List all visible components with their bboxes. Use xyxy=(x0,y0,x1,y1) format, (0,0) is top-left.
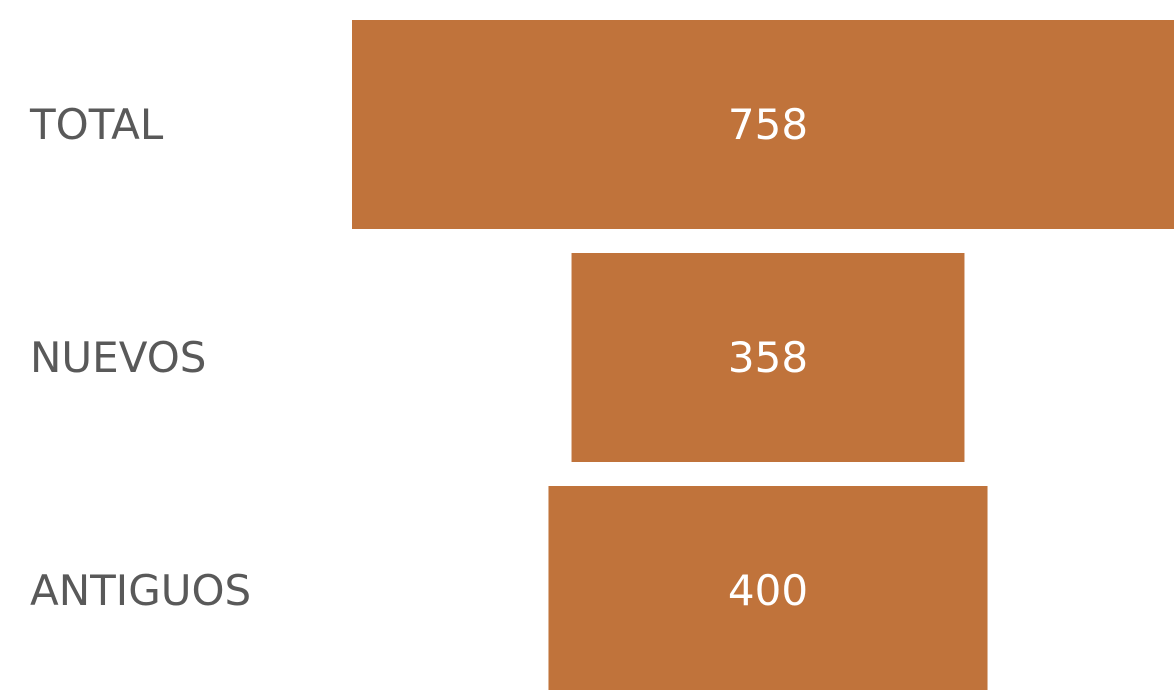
funnel-bar xyxy=(548,486,988,690)
value-label: 358 xyxy=(728,333,808,382)
category-label: NUEVOS xyxy=(30,333,206,382)
funnel-bar xyxy=(571,253,965,462)
category-label: ANTIGUOS xyxy=(30,566,251,615)
value-label: 758 xyxy=(728,100,808,149)
category-label: TOTAL xyxy=(29,100,164,149)
value-label: 400 xyxy=(728,566,808,615)
funnel-bar xyxy=(352,20,1174,229)
